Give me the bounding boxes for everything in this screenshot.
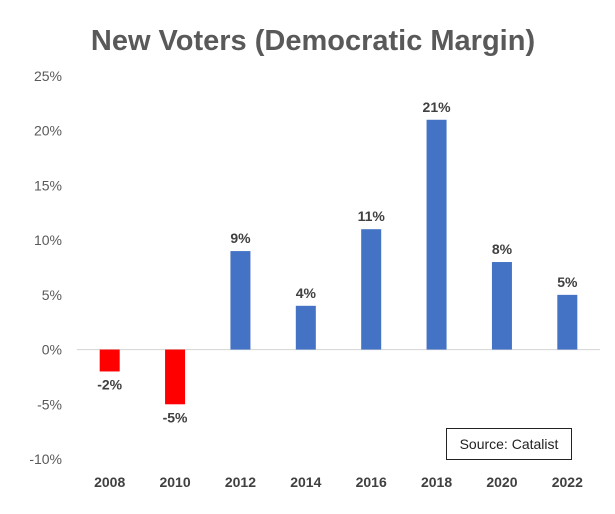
x-tick-label: 2010 — [159, 474, 190, 490]
bar — [99, 349, 120, 372]
y-tick-label: 10% — [34, 232, 62, 248]
bar — [361, 229, 382, 350]
y-tick-label: 0% — [42, 342, 62, 358]
data-label: 8% — [492, 241, 513, 257]
x-tick-label: 2018 — [421, 474, 452, 490]
x-tick-label: 2014 — [290, 474, 321, 490]
y-tick-label: -10% — [29, 451, 62, 467]
data-label: 4% — [296, 285, 317, 301]
data-label: 11% — [358, 208, 386, 224]
x-tick-label: 2022 — [552, 474, 583, 490]
x-tick-label: 2020 — [486, 474, 517, 490]
data-label: 21% — [423, 99, 452, 115]
y-tick-label: 25% — [34, 68, 62, 84]
data-label: -2% — [97, 376, 122, 392]
y-axis-ticks: 25% 20% 15% 10% 5% 0% -5% -10% — [29, 68, 62, 467]
y-tick-label: 20% — [34, 123, 62, 139]
bars-group: -2% -5% 9% 4% 11% 21% 8% 5% — [97, 99, 578, 426]
x-tick-label: 2008 — [94, 474, 125, 490]
x-axis-ticks: 2008 2010 2012 2014 2016 2018 2020 2022 — [94, 474, 583, 490]
bar — [426, 119, 447, 350]
data-label: 9% — [230, 230, 251, 246]
bar — [295, 305, 316, 350]
bar — [230, 251, 251, 350]
bar — [557, 294, 578, 350]
y-tick-label: 5% — [42, 287, 62, 303]
x-tick-label: 2016 — [356, 474, 387, 490]
bar — [491, 262, 512, 350]
source-note: Source: Catalist — [446, 428, 572, 460]
x-tick-label: 2012 — [225, 474, 256, 490]
data-label: -5% — [163, 409, 188, 425]
chart-title: New Voters (Democratic Margin) — [91, 25, 535, 57]
bar — [165, 349, 186, 405]
y-tick-label: -5% — [37, 396, 62, 412]
data-label: 5% — [557, 274, 578, 290]
y-tick-label: 15% — [34, 177, 62, 193]
